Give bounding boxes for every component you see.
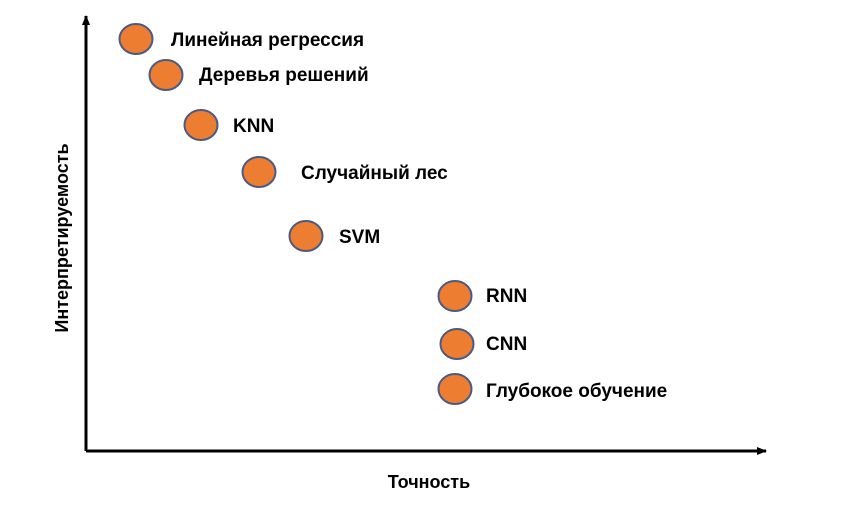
model-label: Глубокое обучение — [486, 381, 667, 402]
x-axis-label: Точность — [388, 472, 470, 492]
model-points: Линейная регрессия Деревья решений KNN Случ… — [118, 23, 667, 405]
model-label: Деревья решений — [199, 65, 369, 86]
model-label: SVM — [339, 227, 380, 248]
model-marker — [118, 23, 154, 55]
model-marker — [183, 109, 219, 141]
model-marker — [437, 373, 473, 405]
model-marker — [288, 220, 324, 252]
model-marker — [437, 280, 473, 312]
model-marker — [148, 59, 184, 91]
model-marker — [439, 328, 475, 360]
model-label: RNN — [486, 286, 527, 307]
model-label: KNN — [233, 116, 274, 137]
model-marker — [241, 156, 277, 188]
model-label: CNN — [486, 334, 527, 355]
y-axis-label: Интерпретируемость — [52, 143, 72, 332]
model-label: Линейная регрессия — [171, 30, 364, 51]
model-label: Случайный лес — [301, 163, 448, 184]
